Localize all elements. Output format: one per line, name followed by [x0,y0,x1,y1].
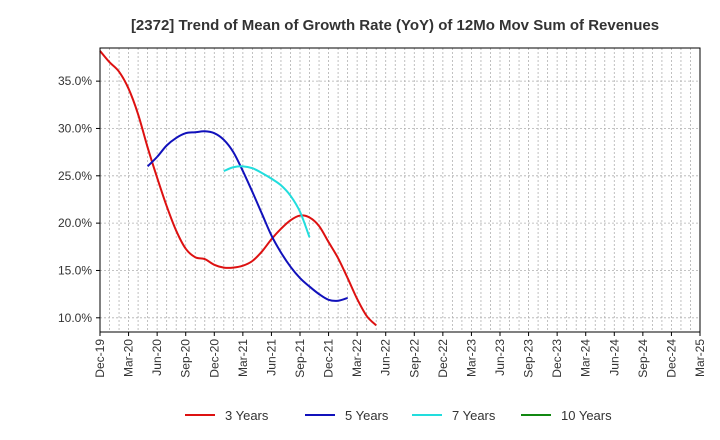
x-tick-label: Sep-24 [636,339,650,378]
x-tick-label: Mar-23 [464,339,478,377]
y-tick-label: 30.0% [58,121,92,135]
series-line-5-years [146,130,348,302]
y-tick-label: 25.0% [58,169,92,183]
legend-label: 10 Years [561,408,612,423]
x-tick-label: Dec-19 [93,339,107,378]
plot-frame [99,47,701,333]
x-tick-label: Jun-23 [493,339,507,376]
y-tick-label: 15.0% [58,263,92,277]
x-tick-label: Jun-21 [264,339,278,376]
x-tick-label: Sep-20 [179,339,193,378]
y-tick-label: 10.0% [58,311,92,325]
series-line-7-years [223,165,311,238]
grid [100,48,700,332]
x-tick-label: Dec-24 [664,339,678,378]
x-tick-label: Mar-24 [579,339,593,377]
x-tick-label: Jun-24 [607,339,621,376]
x-tick-label: Sep-22 [407,339,421,378]
x-tick-label: Dec-23 [550,339,564,378]
legend-label: 3 Years [225,408,269,423]
x-tick-label: Sep-23 [522,339,536,378]
x-tick-label: Mar-22 [350,339,364,377]
x-tick-label: Jun-20 [150,339,164,376]
x-tick-label: Dec-20 [207,339,221,378]
series-lines [99,50,377,327]
x-tick-label: Mar-25 [693,339,707,377]
x-tick-label: Jun-22 [379,339,393,376]
y-tick-label: 35.0% [58,74,92,88]
x-tick-label: Mar-20 [122,339,136,377]
x-tick-label: Mar-21 [236,339,250,377]
x-axis: Dec-19 Mar-20 Jun-20 Sep-20 Dec-20 Mar-21 Jun-… [93,332,707,378]
legend: 3 Years 5 Years 7 Years 10 Years [185,408,612,423]
series-line-3-years [99,50,377,327]
legend-label: 5 Years [345,408,389,423]
legend-label: 7 Years [452,408,496,423]
x-tick-label: Sep-21 [293,339,307,378]
chart-title: [2372] Trend of Mean of Growth Rate (YoY… [131,17,659,34]
y-axis: 10.0% 15.0% 20.0% 25.0% 30.0% 35.0% [58,74,100,325]
x-tick-label: Dec-21 [322,339,336,378]
y-tick-label: 20.0% [58,216,92,230]
x-tick-label: Dec-22 [436,339,450,378]
